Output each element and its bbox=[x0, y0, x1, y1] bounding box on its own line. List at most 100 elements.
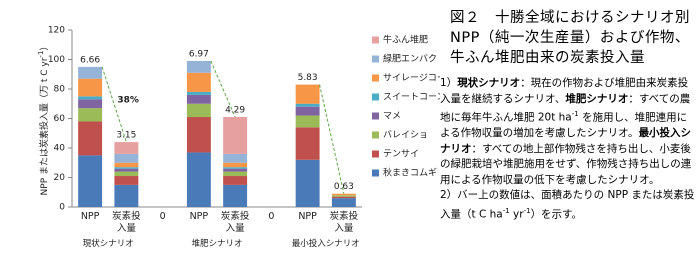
bar-segment bbox=[223, 153, 248, 163]
bar-segment bbox=[186, 94, 211, 104]
bar-top-label: 0.63 bbox=[334, 182, 354, 192]
bar-segment bbox=[223, 117, 248, 154]
bar-segment bbox=[114, 176, 139, 185]
bar-segment bbox=[295, 115, 320, 128]
legend-label: バレイショ bbox=[383, 130, 428, 141]
x-tick-label: 炭素投入量 bbox=[112, 211, 141, 234]
legend-swatch bbox=[372, 131, 379, 139]
y-tick-label: 40 bbox=[54, 144, 66, 154]
bar-segment bbox=[114, 153, 139, 163]
legend-swatch bbox=[372, 169, 379, 177]
bar-segment bbox=[223, 167, 248, 169]
legend-swatch bbox=[372, 74, 379, 82]
y-axis-label: NPP または炭素投入量（万 t C yr-1） bbox=[37, 42, 50, 196]
bar-segment bbox=[114, 168, 139, 172]
note: 2）バー上の数値は、面積あたりの NPP または炭素投入量（t C ha-1 y… bbox=[440, 188, 696, 223]
x-tick-label: 0 bbox=[268, 211, 275, 222]
x-tick-label: NPP bbox=[80, 211, 100, 222]
bar-top-label: 3.15 bbox=[116, 131, 136, 141]
bar-top-label: 6.66 bbox=[80, 55, 100, 65]
legend-label: マメ bbox=[383, 112, 401, 122]
y-tick-label: 80 bbox=[54, 85, 66, 95]
bar-segment bbox=[78, 99, 103, 109]
note: 1）現状シナリオ：現在の作物および堆肥由来炭素投入量を継続するシナリオ、堆肥シナ… bbox=[440, 76, 696, 188]
legend-swatch bbox=[372, 36, 379, 44]
bar-segment bbox=[223, 176, 248, 185]
bar-segment bbox=[78, 66, 103, 79]
bar-segment bbox=[295, 106, 320, 116]
legend-swatch bbox=[372, 112, 379, 120]
caption: 図２ 十勝全域におけるシナリオ別 NPP（純一次生産量）および作物、牛ふん堆肥由… bbox=[440, 8, 696, 223]
x-tick-label: NPP bbox=[189, 211, 209, 222]
x-tick-label: 炭素投入量 bbox=[329, 211, 359, 234]
bar-segment bbox=[114, 142, 139, 154]
bar-top-label: 5.83 bbox=[298, 73, 318, 83]
note-text: 1） bbox=[440, 77, 458, 89]
bar-segment bbox=[223, 184, 248, 207]
bar-segment bbox=[186, 117, 211, 153]
bar-segment bbox=[186, 152, 211, 207]
chart: 0 20 40 60 80 100 120 NPP または炭素投入量（万 t C yr-1） 6… bbox=[37, 26, 454, 213]
legend-label: 緑肥エンバク bbox=[383, 53, 437, 65]
note-sup: -1 bbox=[502, 206, 510, 215]
bar-segment bbox=[78, 108, 103, 122]
caption-title: 図２ 十勝全域におけるシナリオ別 NPP（純一次生産量）および作物、牛ふん堆肥由… bbox=[450, 10, 690, 66]
bar-segment bbox=[186, 103, 211, 118]
y-tick-label: 100 bbox=[48, 55, 65, 65]
connector bbox=[101, 66, 127, 143]
annotation: 38% bbox=[117, 96, 139, 106]
legend-label: 秋まきコムギ bbox=[383, 167, 437, 179]
bar-segment bbox=[114, 162, 139, 168]
bar-segment bbox=[331, 195, 356, 197]
bar-top-label: 4.29 bbox=[225, 106, 245, 116]
bar-segment bbox=[223, 171, 248, 177]
bar-segment bbox=[78, 78, 103, 97]
y-label-sup: -1 bbox=[37, 51, 45, 58]
y-tick-label: 60 bbox=[54, 114, 66, 124]
group-label: 最小投入シナリオ bbox=[291, 239, 360, 249]
note-text: ：現在の作物および堆肥由来炭素投入量を継続するシナリオ、 bbox=[440, 77, 689, 105]
y-label-end: ） bbox=[39, 42, 50, 51]
bar-segment bbox=[186, 91, 211, 95]
note-bold: 現状シナリオ bbox=[457, 77, 521, 89]
bar-segment bbox=[295, 84, 320, 104]
x-tick-label: 炭素投入量 bbox=[220, 211, 250, 234]
legend-swatch bbox=[372, 93, 379, 101]
note-text: ：すべての地上部作物残さを持ち出し、小麦後の緑肥栽培や堆肥施用をせず、作物残さ持… bbox=[440, 142, 692, 186]
bar-segment bbox=[78, 96, 103, 100]
y-tick-label: 120 bbox=[48, 26, 65, 36]
legend-label: サイレージコーン bbox=[383, 73, 440, 84]
bar-segment bbox=[331, 198, 356, 207]
connector bbox=[210, 60, 236, 118]
bar-segment bbox=[295, 103, 320, 107]
legend-swatch bbox=[372, 55, 379, 63]
note-text: を施用し、堆肥連用による作物収量の増加を考慮したシナリオ。 bbox=[440, 111, 688, 140]
bar-segment bbox=[186, 60, 211, 73]
connector bbox=[319, 84, 345, 194]
note-text: ：すべての農地に毎年牛ふん堆肥 20t ha bbox=[440, 92, 691, 124]
bar-segment bbox=[78, 155, 103, 207]
legend-label: 牛ふん堆肥 bbox=[383, 34, 428, 46]
note-bold: 最小投入シナリオ bbox=[440, 127, 692, 155]
legend-swatch bbox=[372, 150, 379, 158]
bar-segment bbox=[295, 127, 320, 160]
note-bold: 堆肥シナリオ bbox=[565, 92, 629, 105]
x-tick-label: NPP bbox=[298, 211, 317, 222]
bar-segment bbox=[186, 72, 211, 92]
group-label: 堆肥シナリオ bbox=[191, 239, 243, 249]
group-label: 現状シナリオ bbox=[82, 239, 134, 249]
bar-segment bbox=[295, 159, 320, 207]
note-text: 2）バー上の数値は、面積あたりの NPP または炭素投入量（t C ha bbox=[440, 189, 695, 220]
bar-segment bbox=[114, 167, 139, 169]
bar-segment bbox=[223, 162, 248, 168]
note-sup: -1 bbox=[523, 206, 531, 215]
legend-label: スイートコーン bbox=[383, 93, 440, 103]
bar-segment bbox=[114, 171, 139, 177]
y-tick-label: 20 bbox=[54, 173, 66, 183]
legend-label: テンサイ bbox=[383, 149, 419, 160]
bar-segment bbox=[114, 184, 139, 207]
bar-segment bbox=[78, 121, 103, 156]
note-text: ）を示す。 bbox=[530, 208, 583, 220]
bar-segment bbox=[331, 193, 356, 196]
